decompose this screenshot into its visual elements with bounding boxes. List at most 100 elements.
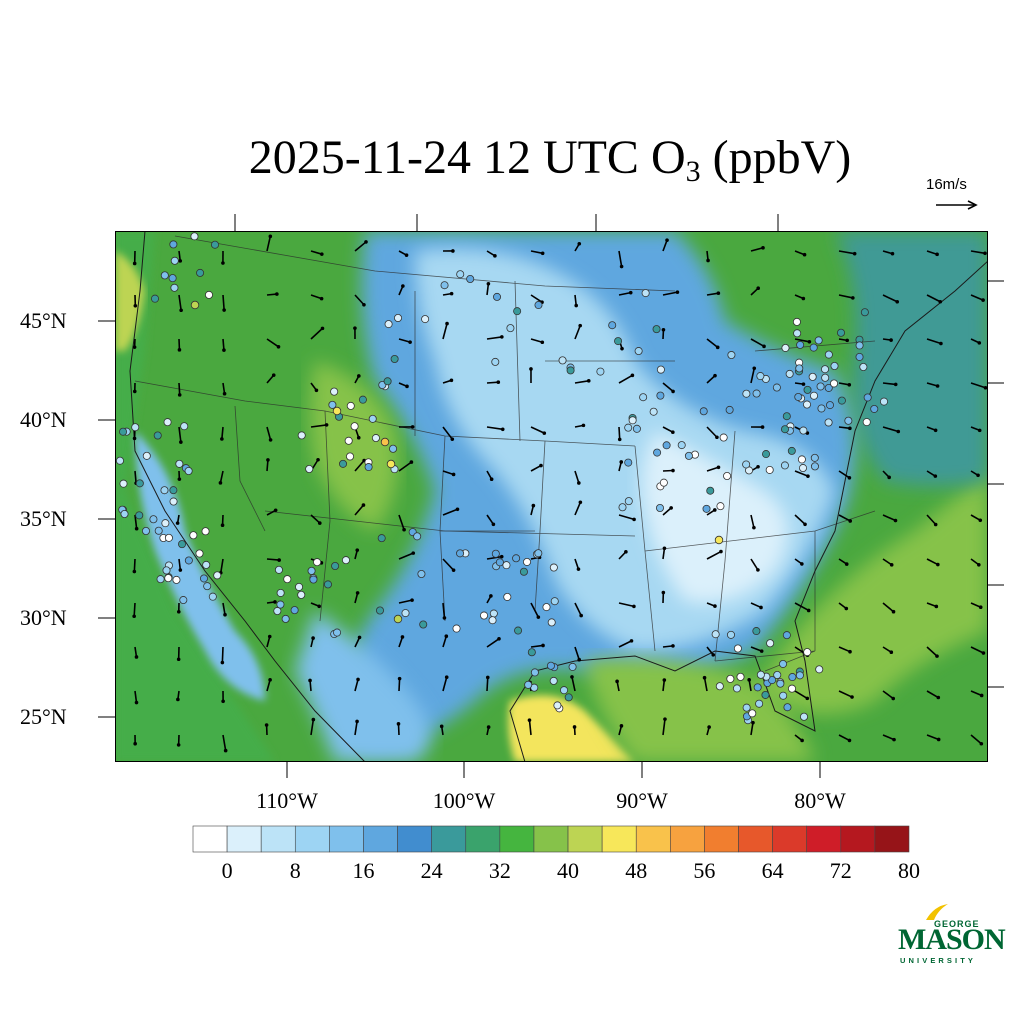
monitoring-site [608, 321, 617, 330]
colorbar-swatch [738, 825, 773, 853]
wind-arrow [222, 734, 227, 751]
wind-arrow-head [577, 481, 581, 485]
wind-arrow [266, 679, 271, 692]
wind-arrow [310, 719, 315, 736]
wind-arrow-head [977, 428, 982, 433]
monitoring-site [383, 377, 392, 386]
wind-arrow-head [175, 521, 180, 525]
monitoring-site [558, 356, 567, 365]
monitoring-site [295, 582, 304, 591]
monitoring-site [655, 503, 664, 512]
wind-arrow-head [444, 634, 449, 638]
wind-arrow-head [277, 558, 281, 562]
monitoring-site [178, 540, 187, 549]
wind-arrow [926, 382, 938, 387]
wind-arrow-head [844, 562, 849, 566]
monitoring-site [761, 690, 770, 699]
wind-arrow [838, 250, 855, 255]
wind-arrow [838, 294, 853, 299]
wind-arrow [748, 679, 752, 692]
monitoring-site [788, 673, 797, 682]
monitoring-site [808, 372, 817, 381]
monitoring-site [714, 535, 724, 545]
monitoring-site [120, 510, 129, 519]
wind-arrow-head [570, 675, 574, 679]
wind-arrow-head [268, 678, 272, 682]
wind-arrow [794, 602, 810, 612]
wind-arrow [219, 470, 224, 484]
wind-arrow-head [402, 527, 406, 532]
wind-arrow [926, 690, 939, 699]
monitoring-site [772, 383, 781, 392]
wind-arrow-head [802, 252, 807, 257]
wind-arrow-head [979, 693, 984, 698]
wind-arrow-head [486, 281, 491, 286]
wind-arrow-head [409, 460, 414, 464]
wind-arrow-head [848, 649, 852, 654]
mexico-low-ozone [295, 611, 430, 762]
monitoring-site [491, 357, 500, 366]
wind-arrow-head [364, 240, 368, 244]
wind-arrow [574, 470, 580, 484]
wind-arrow-head [981, 651, 986, 655]
wind-arrow [794, 470, 809, 477]
wind-arrow-head [356, 677, 360, 682]
wind-arrow-head [396, 722, 401, 726]
monitoring-site [179, 596, 188, 605]
monitoring-site [782, 631, 791, 640]
wind-arrow-head [586, 379, 591, 383]
logo-line-university: UNIVERSITY [900, 956, 977, 965]
wind-arrow-head [702, 675, 707, 680]
wind-arrow-head [267, 634, 272, 639]
wind-arrow [706, 338, 719, 348]
monitoring-site [779, 659, 788, 668]
monitoring-site [859, 362, 868, 371]
monitoring-site [844, 416, 853, 425]
ozone-map [115, 231, 988, 762]
wind-arrow [794, 690, 808, 700]
wind-arrow [222, 602, 226, 615]
wind-arrow [134, 690, 138, 703]
lat-label-30: 30°N [20, 605, 67, 630]
monitoring-site [160, 486, 169, 495]
wind-arrow-head [311, 636, 315, 640]
monitoring-site [810, 391, 819, 400]
wind-arrow-head [266, 458, 270, 462]
monitoring-site [795, 364, 804, 373]
wind-arrow [574, 380, 589, 384]
colorbar-tick-label: 40 [557, 858, 580, 883]
wind-arrow-head [617, 437, 622, 442]
wind-arrow-head [662, 678, 667, 682]
monitoring-site [172, 575, 181, 584]
lon-label-90: 90°W [616, 788, 668, 813]
wind-arrow-head [752, 525, 756, 530]
wind-arrow [398, 461, 412, 472]
wind-arrow-head [981, 298, 985, 302]
monitoring-site [782, 412, 791, 421]
monitoring-site [870, 404, 879, 413]
monitoring-site [393, 614, 403, 624]
monitoring-site [553, 701, 562, 710]
wind-arrow [354, 294, 365, 306]
wind-arrow-head [891, 696, 896, 701]
wind-arrow-head [439, 724, 444, 729]
wind-arrow [574, 501, 582, 516]
wind-arrow [703, 677, 708, 692]
monitoring-site [493, 292, 502, 301]
monitoring-site [702, 504, 711, 513]
wind-arrow-head [983, 251, 987, 256]
monitoring-site [195, 549, 204, 558]
wind-arrow-head [800, 562, 804, 566]
wind-arrow [442, 635, 448, 648]
monitoring-site [677, 441, 686, 450]
wind-arrow-head [759, 605, 763, 610]
monitoring-site [814, 336, 823, 345]
george-mason-logo: GEORGE MASON UNIVERSITY [898, 902, 1006, 968]
wind-arrow-head [324, 423, 329, 427]
wind-arrow-head [449, 378, 454, 383]
monitoring-site [800, 712, 809, 721]
monitoring-site [389, 444, 398, 453]
wind-arrow-head [576, 567, 581, 571]
monitoring-site [824, 418, 833, 427]
monitoring-site [855, 352, 864, 361]
